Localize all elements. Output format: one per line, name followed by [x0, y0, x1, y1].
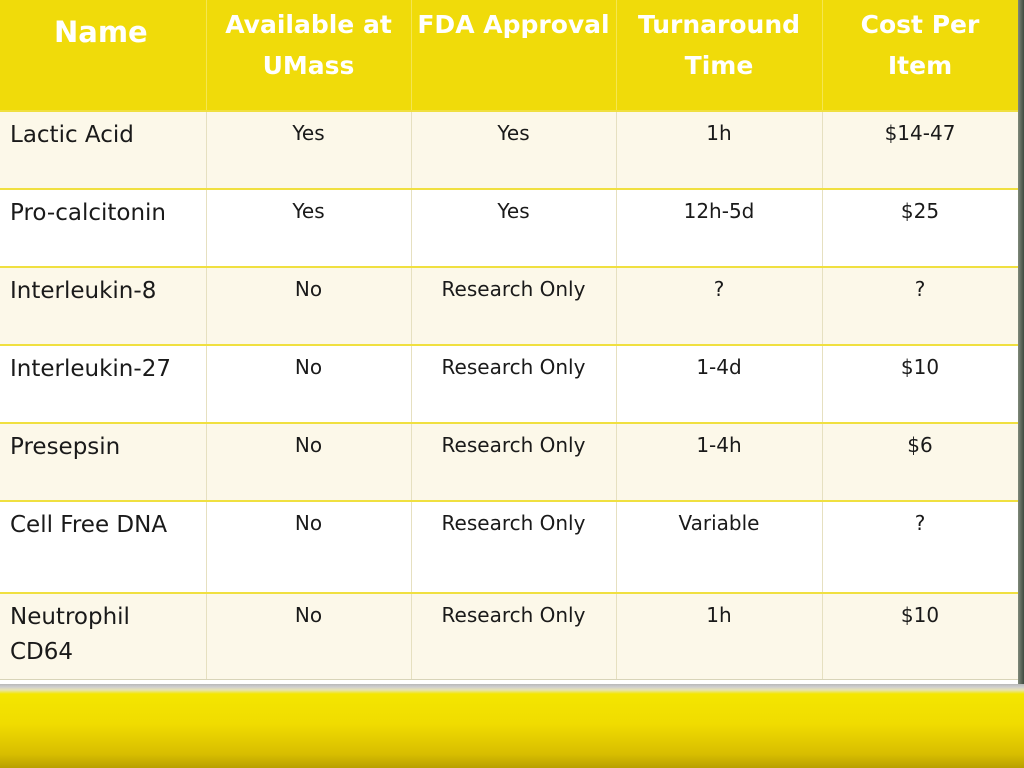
table-row: Lactic Acid Yes Yes 1h $14-47	[0, 110, 1019, 189]
availability-cell: No	[206, 344, 412, 423]
biomarker-name-cell: Neutrophil CD64	[0, 592, 207, 680]
fda-approval-cell: Research Only	[411, 344, 617, 423]
fda-approval-cell: Research Only	[411, 422, 617, 501]
header-name: Name	[0, 0, 207, 111]
turnaround-cell: 1h	[616, 110, 823, 189]
turnaround-cell: ?	[616, 266, 823, 345]
availability-cell: No	[206, 500, 412, 593]
cost-cell: ?	[822, 500, 1019, 593]
availability-cell: No	[206, 422, 412, 501]
header-turnaround-time: Turnaround Time	[616, 0, 823, 111]
comparison-table: Name Available at UMass FDA Approval Tur…	[0, 0, 1019, 680]
turnaround-cell: 1-4d	[616, 344, 823, 423]
table-row: Cell Free DNA No Research Only Variable …	[0, 500, 1019, 593]
table-row: Pro-calcitonin Yes Yes 12h-5d $25	[0, 188, 1019, 267]
table-row: Interleukin-27 No Research Only 1-4d $10	[0, 344, 1019, 423]
turnaround-cell: Variable	[616, 500, 823, 593]
header-fda-approval: FDA Approval	[411, 0, 617, 111]
fda-approval-cell: Research Only	[411, 592, 617, 680]
fda-approval-cell: Research Only	[411, 266, 617, 345]
slide-edge-shadow	[1018, 0, 1024, 686]
availability-cell: Yes	[206, 110, 412, 189]
cost-cell: $6	[822, 422, 1019, 501]
biomarker-name-cell: Lactic Acid	[0, 110, 207, 189]
biomarker-name-cell: Pro-calcitonin	[0, 188, 207, 267]
biomarker-name-cell: Cell Free DNA	[0, 500, 207, 593]
cost-cell: $10	[822, 592, 1019, 680]
turnaround-cell: 1-4h	[616, 422, 823, 501]
biomarker-name-cell: Presepsin	[0, 422, 207, 501]
biomarker-name-cell: Interleukin-27	[0, 344, 207, 423]
footer-band	[0, 684, 1024, 768]
cost-cell: $25	[822, 188, 1019, 267]
availability-cell: No	[206, 592, 412, 680]
turnaround-cell: 12h-5d	[616, 188, 823, 267]
table-row: Interleukin-8 No Research Only ? ?	[0, 266, 1019, 345]
fda-approval-cell: Research Only	[411, 500, 617, 593]
table-row: Neutrophil CD64 No Research Only 1h $10	[0, 592, 1019, 680]
table-row: Presepsin No Research Only 1-4h $6	[0, 422, 1019, 501]
header-available-at-umass: Available at UMass	[206, 0, 412, 111]
header-cost-per-item: Cost Per Item	[822, 0, 1019, 111]
cost-cell: ?	[822, 266, 1019, 345]
cost-cell: $10	[822, 344, 1019, 423]
cost-cell: $14-47	[822, 110, 1019, 189]
fda-approval-cell: Yes	[411, 188, 617, 267]
availability-cell: No	[206, 266, 412, 345]
fda-approval-cell: Yes	[411, 110, 617, 189]
turnaround-cell: 1h	[616, 592, 823, 680]
biomarker-name-cell: Interleukin-8	[0, 266, 207, 345]
header-row: Name Available at UMass FDA Approval Tur…	[0, 0, 1019, 111]
availability-cell: Yes	[206, 188, 412, 267]
